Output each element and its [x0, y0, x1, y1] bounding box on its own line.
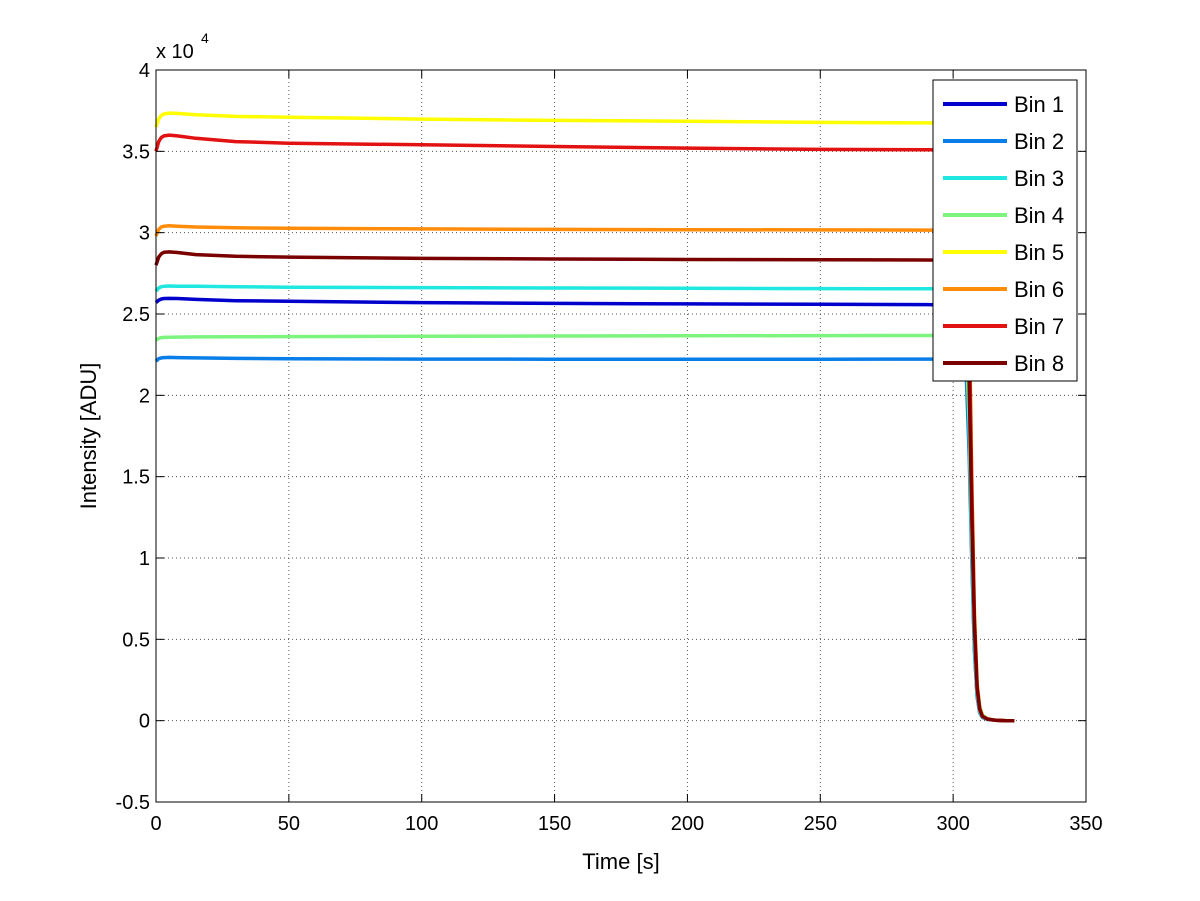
x-tick-label: 0: [150, 813, 161, 835]
y-tick-label: 3: [139, 223, 150, 245]
axis-ticks: 0 50 100 150 200 250 300 350-0.500.511.522.533.…: [116, 60, 1103, 835]
y-tick-label: 0.5: [122, 629, 150, 651]
x-tick-label: 350: [1069, 813, 1102, 835]
series-line-bin-8: [154, 250, 1015, 723]
legend-box: [932, 79, 1078, 382]
x-axis-label: Time [s]: [582, 849, 659, 874]
legend-label: Bin 3: [1014, 166, 1064, 191]
x-tick-label: 200: [671, 813, 704, 835]
legend-label: Bin 8: [1014, 351, 1064, 376]
legend-label: Bin 4: [1014, 203, 1064, 228]
y-tick-label: 4: [139, 60, 150, 82]
y-tick-label: 1.5: [122, 467, 150, 489]
legend-label: Bin 7: [1014, 314, 1064, 339]
y-tick-label: 2: [139, 385, 150, 407]
y-axis-label: Intensity [ADU]: [76, 363, 101, 510]
legend-label: Bin 2: [1014, 129, 1064, 154]
legend-label: Bin 5: [1014, 240, 1064, 265]
series-lines: [154, 111, 1015, 723]
y-tick-label: 1: [139, 548, 150, 570]
legend-label: Bin 6: [1014, 277, 1064, 302]
y-axis-multiplier: x 10 4: [156, 30, 209, 63]
legend-label: Bin 1: [1014, 92, 1064, 117]
x-tick-label: 100: [405, 813, 438, 835]
y-tick-label: 0: [139, 711, 150, 733]
axes-frame: [155, 69, 1087, 803]
y-multiplier-exponent: 4: [201, 30, 209, 46]
x-tick-label: 150: [538, 813, 571, 835]
x-tick-label: 300: [936, 813, 969, 835]
grid-lines: [156, 70, 1086, 802]
x-tick-label: 250: [804, 813, 837, 835]
y-tick-label: 2.5: [122, 304, 150, 326]
y-tick-label: -0.5: [116, 792, 150, 814]
legend: Bin 1 Bin 2 Bin 3 Bin 4 Bin 5 Bin 6 Bin 7 Bin 8: [932, 79, 1078, 382]
y-multiplier-base: x 10: [156, 41, 194, 63]
x-tick-label: 50: [278, 813, 300, 835]
y-tick-label: 3.5: [122, 141, 150, 163]
